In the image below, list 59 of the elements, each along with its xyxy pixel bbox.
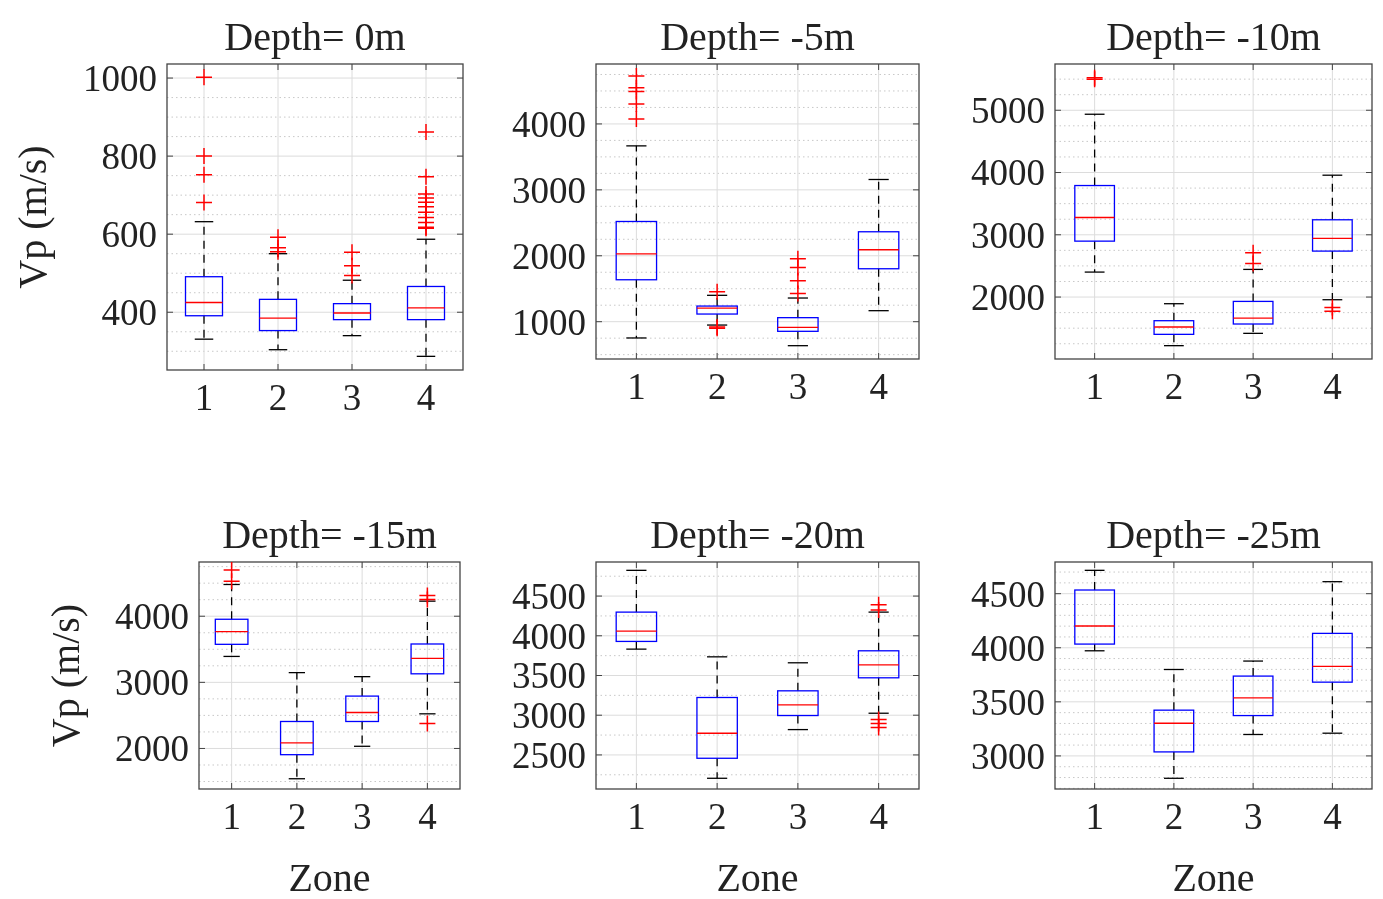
chart-title: Depth= -15m [222, 512, 437, 557]
x-tick-label: 1 [1085, 366, 1104, 407]
x-tick-label: 1 [222, 796, 241, 837]
x-tick-label: 4 [416, 377, 436, 418]
x-tick-label: 1 [1085, 796, 1104, 837]
y-tick-label: 4000 [512, 615, 586, 657]
x-tick-label: 4 [869, 366, 888, 407]
y-tick-label: 4500 [971, 573, 1045, 615]
y-tick-label: 4000 [971, 627, 1045, 669]
x-tick-label: 2 [268, 377, 288, 418]
chart-title: Depth= -25m [1106, 512, 1321, 557]
chart-title: Depth= 0m [224, 14, 406, 59]
y-tick-label: 5000 [971, 90, 1045, 132]
y-tick-label: 3500 [512, 655, 586, 697]
x-tick-label: 3 [1243, 366, 1263, 407]
x-tick-label: 4 [869, 796, 888, 837]
y-axis-title: Vp (m/s) [10, 145, 55, 289]
y-tick-label: 3000 [971, 214, 1045, 256]
y-tick-label: 2000 [512, 235, 586, 277]
y-tick-label: 4000 [512, 103, 586, 145]
x-tick-label: 2 [1164, 796, 1184, 837]
chart-title: Depth= -20m [650, 512, 865, 557]
y-tick-label: 3000 [512, 695, 586, 737]
x-tick-label: 4 [1323, 366, 1342, 407]
x-tick-label: 3 [788, 796, 808, 837]
y-tick-label: 600 [101, 214, 157, 256]
y-tick-label: 4000 [115, 596, 189, 638]
x-tick-label: 4 [1323, 796, 1342, 837]
x-tick-label: 3 [352, 796, 372, 837]
y-tick-label: 4000 [971, 152, 1045, 194]
y-tick-label: 2000 [971, 277, 1045, 318]
x-tick-label: 1 [627, 796, 646, 837]
x-axis-title: Zone [1172, 855, 1255, 899]
x-tick-label: 4 [418, 796, 437, 837]
y-tick-label: 2000 [115, 728, 189, 770]
x-tick-label: 1 [627, 366, 646, 407]
y-tick-label: 3500 [971, 681, 1045, 723]
y-tick-label: 3000 [115, 662, 189, 704]
x-tick-label: 3 [342, 377, 362, 418]
x-tick-label: 3 [1243, 796, 1263, 837]
y-tick-label: 2500 [512, 734, 586, 776]
y-tick-label: 800 [101, 136, 157, 178]
x-tick-label: 2 [1164, 366, 1184, 407]
y-tick-label: 3000 [512, 169, 586, 211]
x-tick-label: 1 [194, 377, 214, 418]
x-axis-title: Zone [288, 855, 371, 899]
y-tick-label: 3000 [971, 735, 1045, 777]
x-axis-title: Zone [716, 855, 799, 899]
x-tick-label: 2 [287, 796, 307, 837]
x-tick-label: 2 [707, 796, 727, 837]
chart-title: Depth= -10m [1106, 14, 1321, 59]
y-tick-label: 1000 [512, 301, 586, 343]
chart-title: Depth= -5m [660, 14, 855, 59]
y-axis-title: Vp (m/s) [43, 603, 88, 748]
x-tick-label: 3 [788, 366, 808, 407]
x-tick-label: 2 [707, 366, 727, 407]
y-tick-label: 1000 [83, 58, 157, 99]
y-tick-label: 4500 [512, 576, 586, 618]
y-tick-label: 400 [101, 292, 157, 334]
